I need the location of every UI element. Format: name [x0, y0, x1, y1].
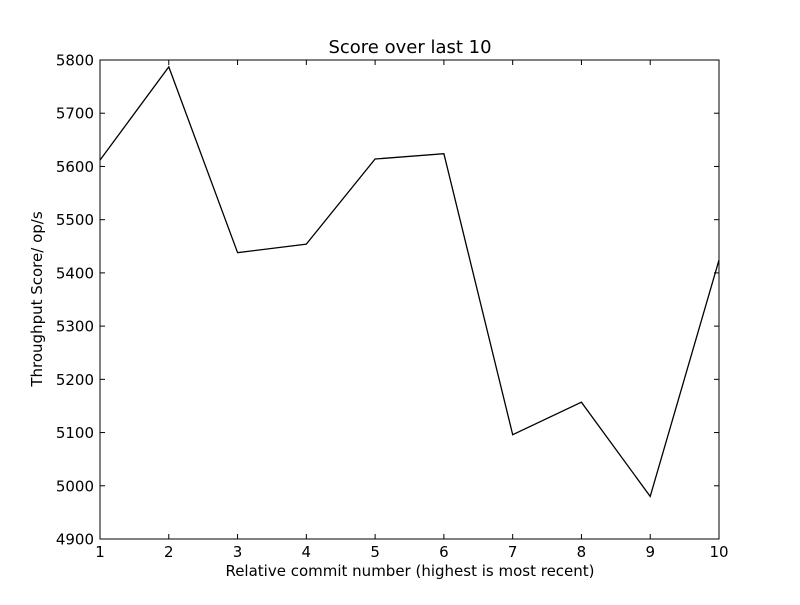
- y-tick-label: 5400: [56, 264, 94, 282]
- y-tick-label: 5300: [56, 318, 94, 336]
- y-axis-ticks: 4900 5000 5100 5200 5300 5400 5500 5600 5700 5800: [56, 52, 719, 549]
- y-tick-label: 5000: [56, 477, 94, 495]
- x-axis-label: Relative commit number (highest is most …: [225, 562, 594, 580]
- chart-title: Score over last 10: [328, 37, 491, 58]
- x-tick-label: 1: [95, 543, 105, 561]
- plot-frame: [99, 59, 720, 540]
- plot-background: [100, 60, 719, 539]
- y-tick-label: 5200: [56, 371, 94, 389]
- y-tick-label: 5100: [56, 424, 94, 442]
- y-tick-label: 5800: [56, 52, 94, 70]
- x-tick-label: 2: [164, 543, 174, 561]
- y-tick-label: 5700: [56, 105, 94, 123]
- x-tick-label: 4: [302, 543, 312, 561]
- x-tick-label: 3: [233, 543, 243, 561]
- y-tick-label: 5600: [56, 158, 94, 176]
- x-tick-label: 10: [709, 543, 728, 561]
- x-tick-label: 8: [577, 543, 587, 561]
- y-tick-label: 5500: [56, 211, 94, 229]
- y-axis-label: Throughput Score/ op/s: [28, 211, 46, 387]
- x-tick-label: 9: [645, 543, 655, 561]
- series-line: [99, 65, 720, 498]
- x-tick-label: 7: [508, 543, 518, 561]
- x-axis-ticks: 1 2 3 4 5 6 7 8 9 10: [95, 60, 729, 561]
- x-tick-label: 5: [370, 543, 380, 561]
- y-tick-label: 4900: [56, 531, 94, 549]
- x-tick-label: 6: [439, 543, 449, 561]
